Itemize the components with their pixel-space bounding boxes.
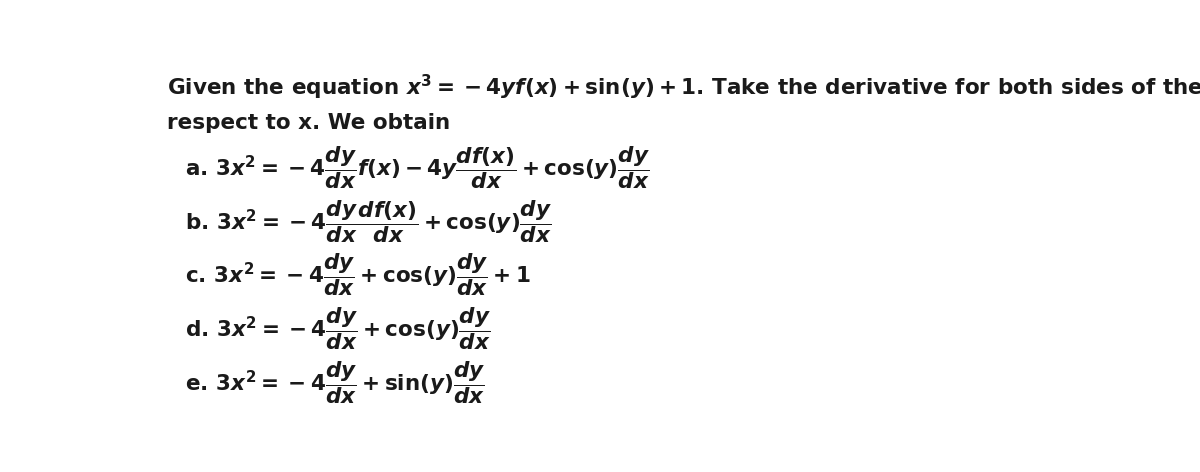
Text: c. $3x^2 = -4\dfrac{dy}{dx} + \cos(y)\dfrac{dy}{dx} + 1$: c. $3x^2 = -4\dfrac{dy}{dx} + \cos(y)\df… bbox=[185, 252, 532, 298]
Text: respect to x. We obtain: respect to x. We obtain bbox=[167, 113, 450, 133]
Text: d. $3x^2 = -4\dfrac{dy}{dx} + \cos(y)\dfrac{dy}{dx}$: d. $3x^2 = -4\dfrac{dy}{dx} + \cos(y)\df… bbox=[185, 305, 491, 352]
Text: Given the equation $x^3 = -4yf(x) + \sin(y) + 1$. Take the derivative for both s: Given the equation $x^3 = -4yf(x) + \sin… bbox=[167, 73, 1200, 102]
Text: b. $3x^2 = -4\dfrac{dy}{dx}\dfrac{df(x)}{dx} + \cos(y)\dfrac{dy}{dx}$: b. $3x^2 = -4\dfrac{dy}{dx}\dfrac{df(x)}… bbox=[185, 198, 552, 244]
Text: a. $3x^2 = -4\dfrac{dy}{dx}f(x) - 4y\dfrac{df(x)}{dx} + \cos(y)\dfrac{dy}{dx}$: a. $3x^2 = -4\dfrac{dy}{dx}f(x) - 4y\dfr… bbox=[185, 144, 650, 191]
Text: e. $3x^2 = -4\dfrac{dy}{dx} + \sin(y)\dfrac{dy}{dx}$: e. $3x^2 = -4\dfrac{dy}{dx} + \sin(y)\df… bbox=[185, 359, 486, 406]
